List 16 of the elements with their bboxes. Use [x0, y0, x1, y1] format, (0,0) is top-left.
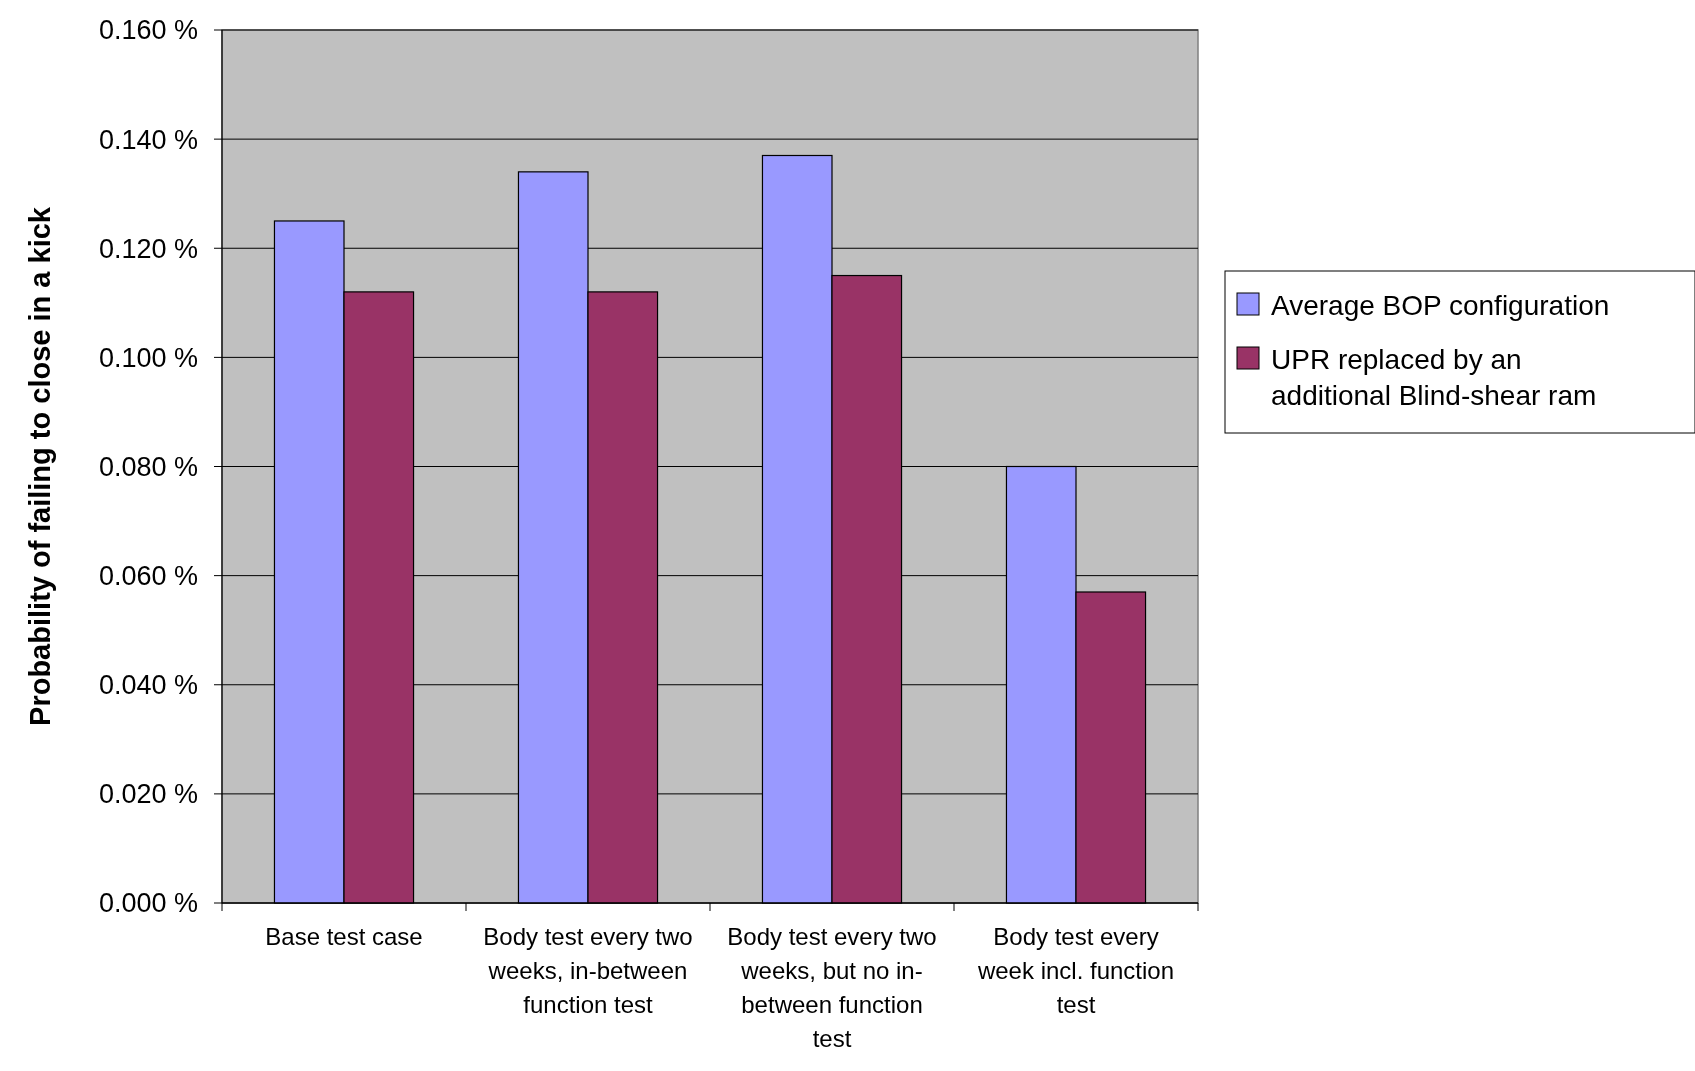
legend-label: UPR replaced by an additional Blind-shear ram — [1271, 344, 1597, 411]
y-tick-label: 0.120 % — [98, 233, 198, 264]
x-tick-label: Body test every two weeks, but no in-between function test — [727, 923, 937, 1052]
y-axis-title: Probability of failing to close in a kick — [24, 206, 56, 726]
y-tick-label: 0.080 % — [98, 451, 198, 482]
y-tick-label: 0.060 % — [98, 561, 198, 592]
x-tick-label: Body test every two weeks, in-between function test — [483, 923, 693, 1018]
y-tick-label: 0.040 % — [98, 670, 198, 701]
y-tick-label: 0.140 % — [98, 124, 198, 155]
y-tick-label: 0.100 % — [98, 342, 198, 373]
y-tick-label: 0.160 % — [98, 15, 198, 46]
x-tick-label: Base test case — [265, 923, 423, 950]
y-tick-label: 0.020 % — [98, 779, 198, 810]
legend-label: Average BOP configuration — [1271, 290, 1610, 321]
y-tick-label: 0.000 % — [98, 888, 198, 919]
x-tick-label: Body test every week incl. function test — [976, 923, 1175, 1018]
